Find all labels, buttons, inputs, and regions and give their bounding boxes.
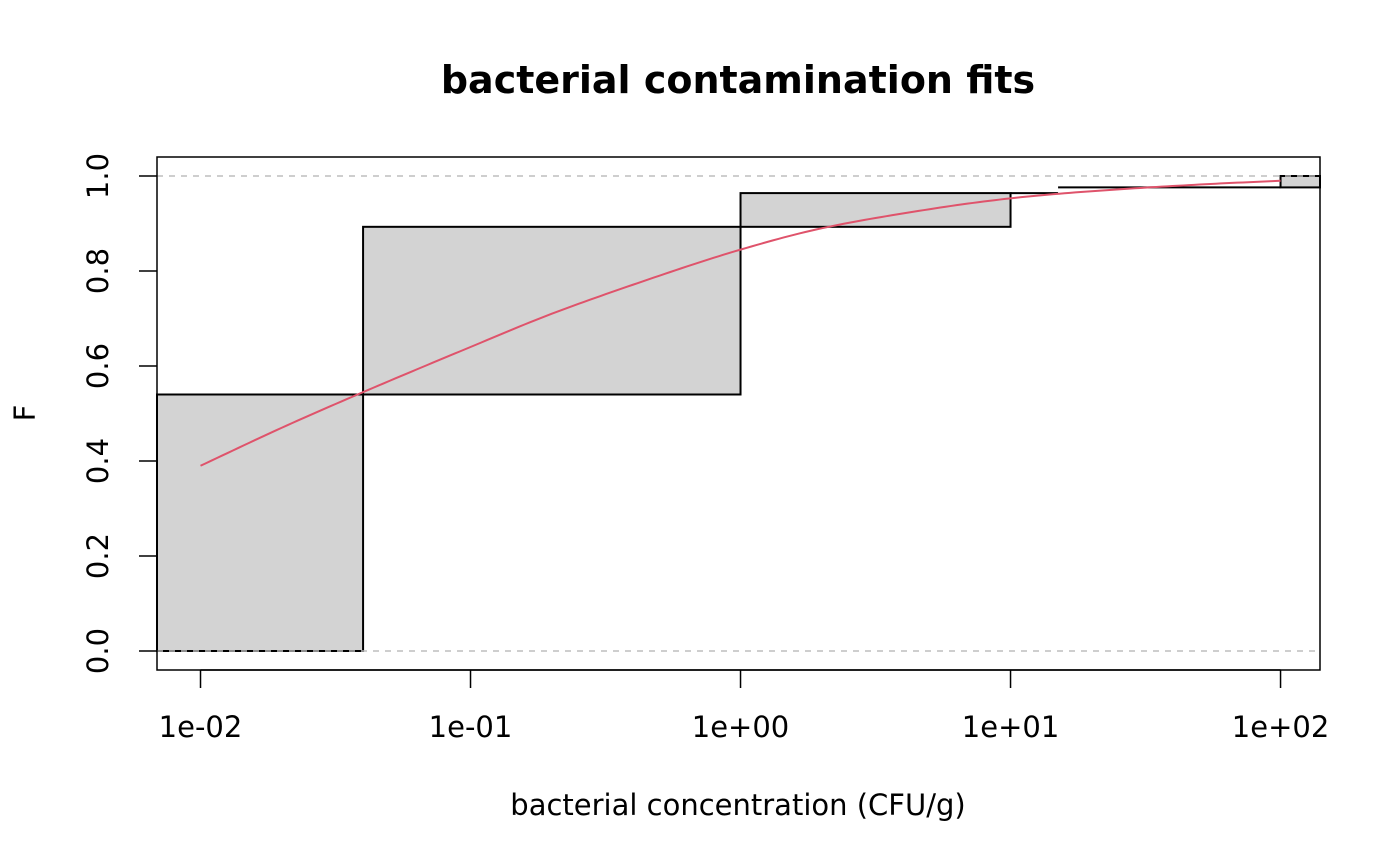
x-tick-label-0: 1e-02 (159, 710, 243, 744)
x-tick-label-4: 1e+02 (1232, 710, 1330, 744)
band-1 (362, 225, 742, 396)
band-0 (156, 393, 365, 652)
y-tick-label-4: 0.8 (81, 248, 115, 294)
fit-curve (200, 179, 1281, 467)
y-tick-label-5: 1.0 (81, 153, 115, 199)
fit-curve-layer (200, 179, 1281, 467)
x-tick-label-3: 1e+01 (962, 710, 1060, 744)
x-tick-label-2: 1e+00 (692, 710, 790, 744)
y-tick-label-2: 0.4 (81, 438, 115, 484)
x-tick-label-1: 1e-01 (429, 710, 513, 744)
y-tick-label-1: 0.2 (81, 533, 115, 579)
y-tick-label-3: 0.6 (81, 343, 115, 389)
y-axis-label: F (8, 405, 42, 422)
band-2 (739, 192, 1012, 228)
empirical-bands (156, 175, 1322, 652)
reference-lines (157, 175, 1320, 652)
x-axis-label: bacterial concentration (CFU/g) (510, 788, 965, 822)
y-tick-label-0: 0.0 (81, 628, 115, 674)
x-axis: 1e-02 1e-01 1e+00 1e+01 1e+02 (159, 669, 1330, 744)
y-axis: 0.0 0.2 0.4 0.6 0.8 1.0 (81, 153, 157, 674)
band-5 (1279, 175, 1322, 189)
chart-title: bacterial contamination fits (441, 58, 1035, 102)
